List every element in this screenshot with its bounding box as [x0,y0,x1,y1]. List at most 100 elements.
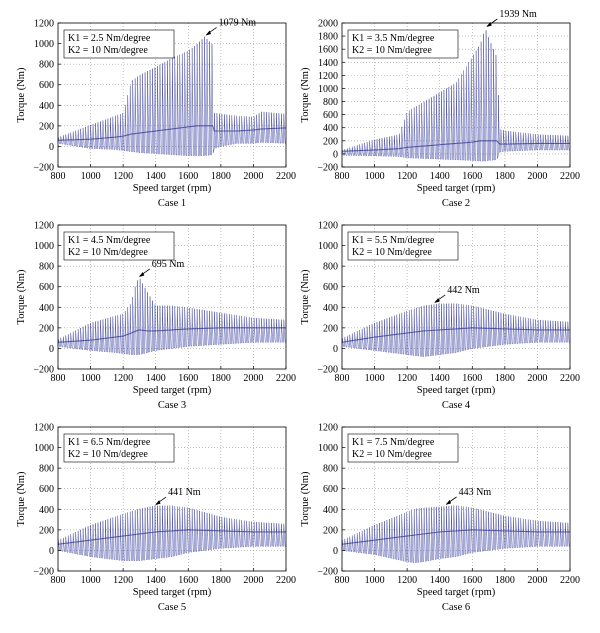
y-tick-label: 400 [323,505,338,516]
x-tick-label: 2200 [560,373,580,384]
legend-entry: K2 = 10 Nm/degree [352,45,432,56]
x-axis-label: Speed target (rpm) [133,587,212,598]
x-tick-label: 1600 [462,575,482,586]
x-tick-label: 1600 [462,171,482,182]
legend-entry: K2 = 10 Nm/degree [68,247,148,258]
y-tick-label: 0 [49,546,54,557]
y-tick-label: 800 [39,60,54,71]
mean-torque-line [57,125,287,141]
y-tick-label: −200 [33,163,54,174]
case-caption: Case 1 [158,198,186,209]
y-tick-label: 800 [323,464,338,475]
y-tick-label: −200 [317,567,338,578]
mean-torque-line [341,140,570,152]
torque-trace [341,30,570,162]
y-tick-label: 200 [39,121,54,132]
y-tick-label: 1200 [34,19,54,30]
x-tick-label: 1200 [113,575,133,586]
x-tick-label: 1800 [495,575,515,586]
y-tick-label: 1200 [318,221,338,232]
y-tick-label: −200 [33,365,54,376]
y-tick-label: 1200 [34,423,54,434]
peak-torque-annotation: 443 Nm [459,487,492,498]
annotation-arrowhead [445,499,452,505]
x-axis-label: Speed target (rpm) [133,183,212,194]
plot-frame [341,426,571,572]
y-tick-label: 400 [323,123,338,134]
y-tick-label: 200 [323,136,338,147]
annotation-arrowhead [205,30,212,36]
x-tick-label: 800 [335,575,350,586]
legend-frame [347,29,459,59]
y-axis-label: Torque (Nm) [300,269,311,324]
x-tick-label: 800 [51,575,66,586]
y-axis-label: Torque (Nm) [300,471,311,526]
x-tick-label: 2200 [276,171,296,182]
x-tick-label: 1400 [146,171,166,182]
x-tick-label: 1400 [430,171,450,182]
x-tick-label: 2200 [560,171,580,182]
x-axis-label: Speed target (rpm) [417,385,496,396]
legend-frame [347,231,459,261]
y-tick-label: 800 [323,97,338,108]
case-caption: Case 4 [442,400,471,411]
peak-torque-annotation: 1939 Nm [499,9,537,20]
peak-torque-annotation: 695 Nm [152,259,185,270]
plot-frame [341,22,571,168]
y-tick-label: 400 [39,505,54,516]
y-tick-label: 600 [39,282,54,293]
x-tick-label: 1400 [430,373,450,384]
x-tick-label: 2200 [560,575,580,586]
y-tick-label: 1000 [318,84,338,95]
legend-entry: K1 = 5.5 Nm/degree [352,235,435,246]
y-tick-label: 2000 [318,19,338,30]
y-tick-label: 600 [323,282,338,293]
x-tick-label: 1800 [495,373,515,384]
x-tick-label: 1800 [211,171,231,182]
x-tick-label: 2000 [243,575,263,586]
y-tick-label: 1400 [318,58,338,69]
x-tick-label: 1200 [397,171,417,182]
x-tick-label: 2200 [276,373,296,384]
legend-frame [63,433,175,463]
x-tick-label: 1000 [365,171,385,182]
x-tick-label: 2000 [243,373,263,384]
legend-frame [63,29,175,59]
y-axis-label: Torque (Nm) [300,67,311,122]
x-tick-label: 1800 [211,373,231,384]
torque-trace [57,505,286,561]
mean-torque-line [341,327,570,343]
x-tick-label: 1200 [113,373,133,384]
y-tick-label: 800 [39,464,54,475]
x-tick-label: 1000 [365,575,385,586]
y-tick-label: 1000 [318,443,338,454]
annotation-arrowhead [138,271,145,277]
y-tick-label: 400 [323,303,338,314]
chart-panel-case-1: 800 1000 1200 1400 1600 1800 2000 2200 −200 0 200 4… [16,17,296,209]
legend-entry: K2 = 10 Nm/degree [68,45,148,56]
y-tick-label: 1000 [318,241,338,252]
chart-panel-case-3: 800 1000 1200 1400 1600 1800 2000 2200 −200 0 200 4… [16,221,296,412]
plot-frame [57,224,287,370]
y-tick-label: 1000 [34,241,54,252]
case-caption: Case 2 [442,198,470,209]
y-tick-label: 0 [333,344,338,355]
y-tick-label: 600 [39,484,54,495]
legend-entry: K2 = 10 Nm/degree [68,449,148,460]
y-axis-label: Torque (Nm) [16,67,27,122]
x-axis-label: Speed target (rpm) [417,183,496,194]
peak-torque-annotation: 1079 Nm [219,17,257,28]
x-tick-label: 2200 [276,575,296,586]
y-tick-label: 1200 [34,221,54,232]
y-tick-label: 1200 [318,423,338,434]
x-tick-label: 1800 [495,171,515,182]
x-tick-label: 1600 [462,373,482,384]
y-tick-label: 400 [39,303,54,314]
y-tick-label: 600 [323,110,338,121]
plot-frame [341,224,571,370]
x-tick-label: 800 [51,171,66,182]
